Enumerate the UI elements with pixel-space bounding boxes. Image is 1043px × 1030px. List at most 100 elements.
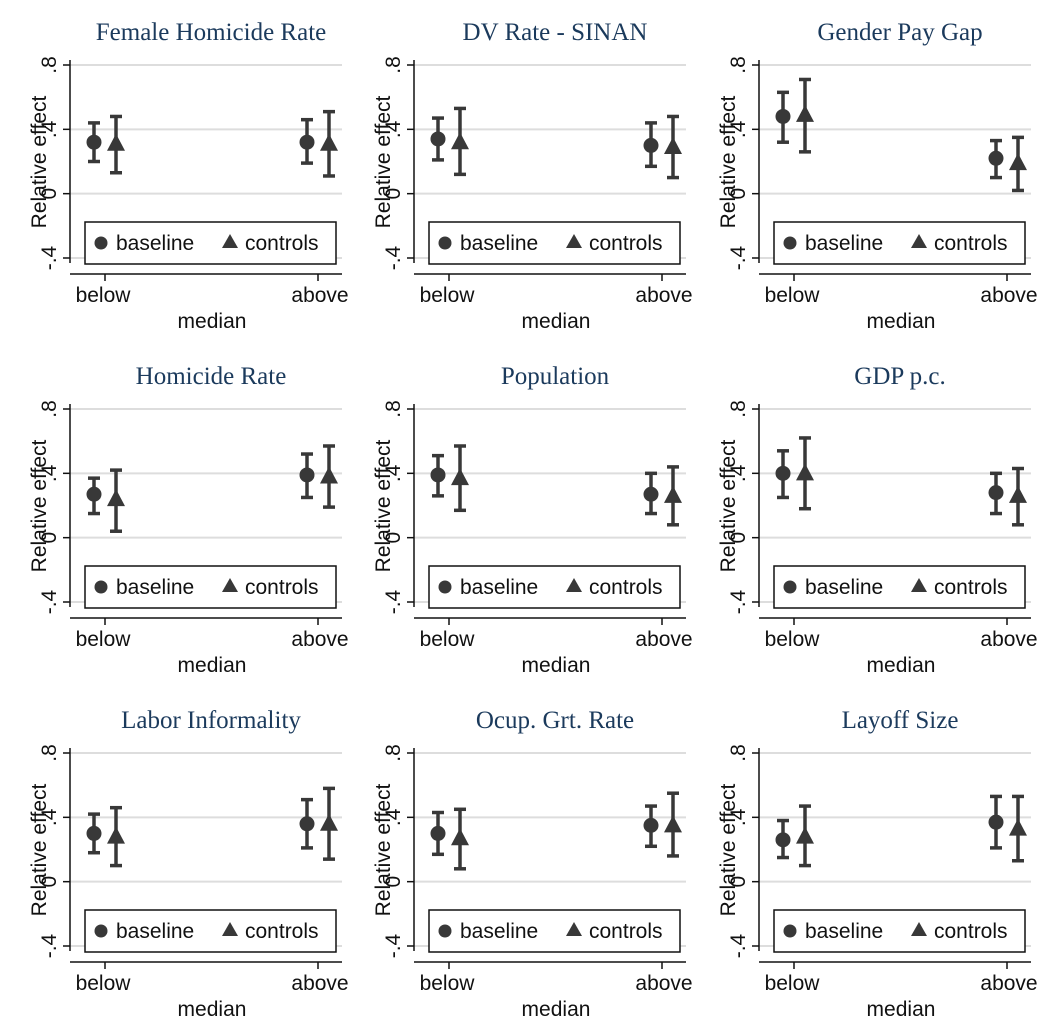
chart-title: Layoff Size	[842, 707, 959, 734]
y-axis-title: Relative effect	[717, 439, 740, 572]
x-tick-label: below	[765, 284, 821, 307]
baseline-point	[299, 134, 315, 150]
controls-point	[107, 489, 125, 507]
y-tick-label: 0	[38, 532, 61, 544]
legend-box	[773, 565, 1026, 609]
x-tick-label: above	[291, 972, 348, 995]
y-tick-label: .8	[382, 400, 405, 418]
x-tick-label: below	[420, 972, 476, 995]
legend: baseline controls	[428, 221, 681, 265]
legend-controls-marker	[566, 234, 582, 248]
y-axis-title: Relative effect	[717, 95, 740, 228]
chart-title: Homicide Rate	[136, 363, 287, 390]
legend: baseline controls	[428, 909, 681, 953]
controls-point	[664, 815, 682, 833]
controls-point	[664, 137, 682, 155]
legend-baseline-marker	[438, 924, 452, 938]
x-axis-title: median	[178, 998, 247, 1021]
baseline-point	[299, 816, 315, 832]
y-tick-label: -.4	[727, 933, 750, 958]
y-axis-title: Relative effect	[372, 439, 395, 572]
legend-baseline-marker	[438, 580, 452, 594]
baseline-point	[643, 817, 659, 833]
legend-baseline-marker	[783, 580, 797, 594]
y-tick-label: .4	[38, 808, 61, 826]
legend-baseline-marker	[94, 580, 108, 594]
legend-baseline-marker	[94, 924, 108, 938]
legend-box	[84, 221, 337, 265]
legend-baseline-label: baseline	[805, 920, 883, 943]
controls-point	[796, 104, 814, 122]
y-tick-label: -.4	[38, 589, 61, 614]
legend: baseline controls	[84, 221, 337, 265]
legend-baseline-label: baseline	[805, 576, 883, 599]
legend-baseline-marker	[783, 924, 797, 938]
y-tick-label: .4	[727, 120, 750, 138]
chart-panel: Gender Pay Gap .8 .4 0 -.4 Relative effect bel…	[717, 19, 1038, 333]
chart-panel: Labor Informality .8 .4 0 -.4 Relative effect…	[28, 707, 349, 1021]
controls-point	[451, 132, 469, 150]
controls-point	[1009, 485, 1027, 503]
y-tick-label: -.4	[727, 245, 750, 270]
legend-controls-marker	[222, 234, 238, 248]
baseline-point	[430, 131, 446, 147]
y-tick-label: .4	[382, 120, 405, 138]
y-tick-label: .8	[727, 400, 750, 418]
x-axis-title: median	[522, 310, 591, 333]
y-tick-label: .4	[382, 464, 405, 482]
legend-controls-label: controls	[589, 920, 663, 943]
baseline-point	[775, 832, 791, 848]
legend-controls-label: controls	[245, 232, 319, 255]
x-axis-title: median	[178, 654, 247, 677]
legend-controls-label: controls	[245, 920, 319, 943]
chart-title: Gender Pay Gap	[817, 19, 982, 46]
controls-point	[107, 826, 125, 844]
baseline-point	[988, 485, 1004, 501]
y-tick-label: 0	[382, 876, 405, 888]
y-tick-label: .8	[38, 56, 61, 74]
x-tick-label: above	[635, 628, 692, 651]
y-tick-label: -.4	[382, 245, 405, 270]
x-axis-title: median	[522, 654, 591, 677]
x-tick-label: above	[291, 284, 348, 307]
chart-panel: DV Rate - SINAN .8 .4 0 -.4 Relative effect be…	[372, 19, 693, 333]
y-tick-label: 0	[38, 876, 61, 888]
legend-baseline-label: baseline	[116, 232, 194, 255]
y-axis-title: Relative effect	[28, 783, 51, 916]
y-tick-label: 0	[727, 188, 750, 200]
y-tick-label: .8	[382, 56, 405, 74]
legend: baseline controls	[84, 565, 337, 609]
legend-controls-marker	[222, 578, 238, 592]
legend-controls-marker	[566, 922, 582, 936]
y-tick-label: .8	[382, 744, 405, 762]
legend: baseline controls	[773, 565, 1026, 609]
legend-baseline-marker	[94, 236, 108, 250]
controls-point	[664, 485, 682, 503]
legend-box	[428, 565, 681, 609]
legend-baseline-label: baseline	[460, 576, 538, 599]
controls-point	[1009, 818, 1027, 836]
x-tick-label: below	[420, 284, 476, 307]
legend-controls-marker	[911, 578, 927, 592]
baseline-point	[775, 465, 791, 481]
legend-controls-label: controls	[934, 232, 1008, 255]
y-tick-label: 0	[382, 532, 405, 544]
chart-panel: Layoff Size .8 .4 0 -.4 Relative effect below a…	[717, 707, 1038, 1021]
y-tick-label: .4	[38, 120, 61, 138]
legend-box	[428, 909, 681, 953]
legend-baseline-label: baseline	[116, 576, 194, 599]
y-tick-label: .8	[727, 56, 750, 74]
chart-title: Ocup. Grt. Rate	[476, 707, 634, 734]
chart-panel: Ocup. Grt. Rate .8 .4 0 -.4 Relative effect be…	[372, 707, 693, 1021]
legend-box	[773, 909, 1026, 953]
y-axis-title: Relative effect	[372, 95, 395, 228]
legend-baseline-marker	[783, 236, 797, 250]
x-tick-label: below	[76, 972, 132, 995]
legend-controls-label: controls	[589, 576, 663, 599]
legend: baseline controls	[773, 909, 1026, 953]
y-axis-title: Relative effect	[717, 783, 740, 916]
y-tick-label: 0	[727, 532, 750, 544]
chart-title: GDP p.c.	[854, 363, 945, 390]
legend-controls-label: controls	[934, 576, 1008, 599]
